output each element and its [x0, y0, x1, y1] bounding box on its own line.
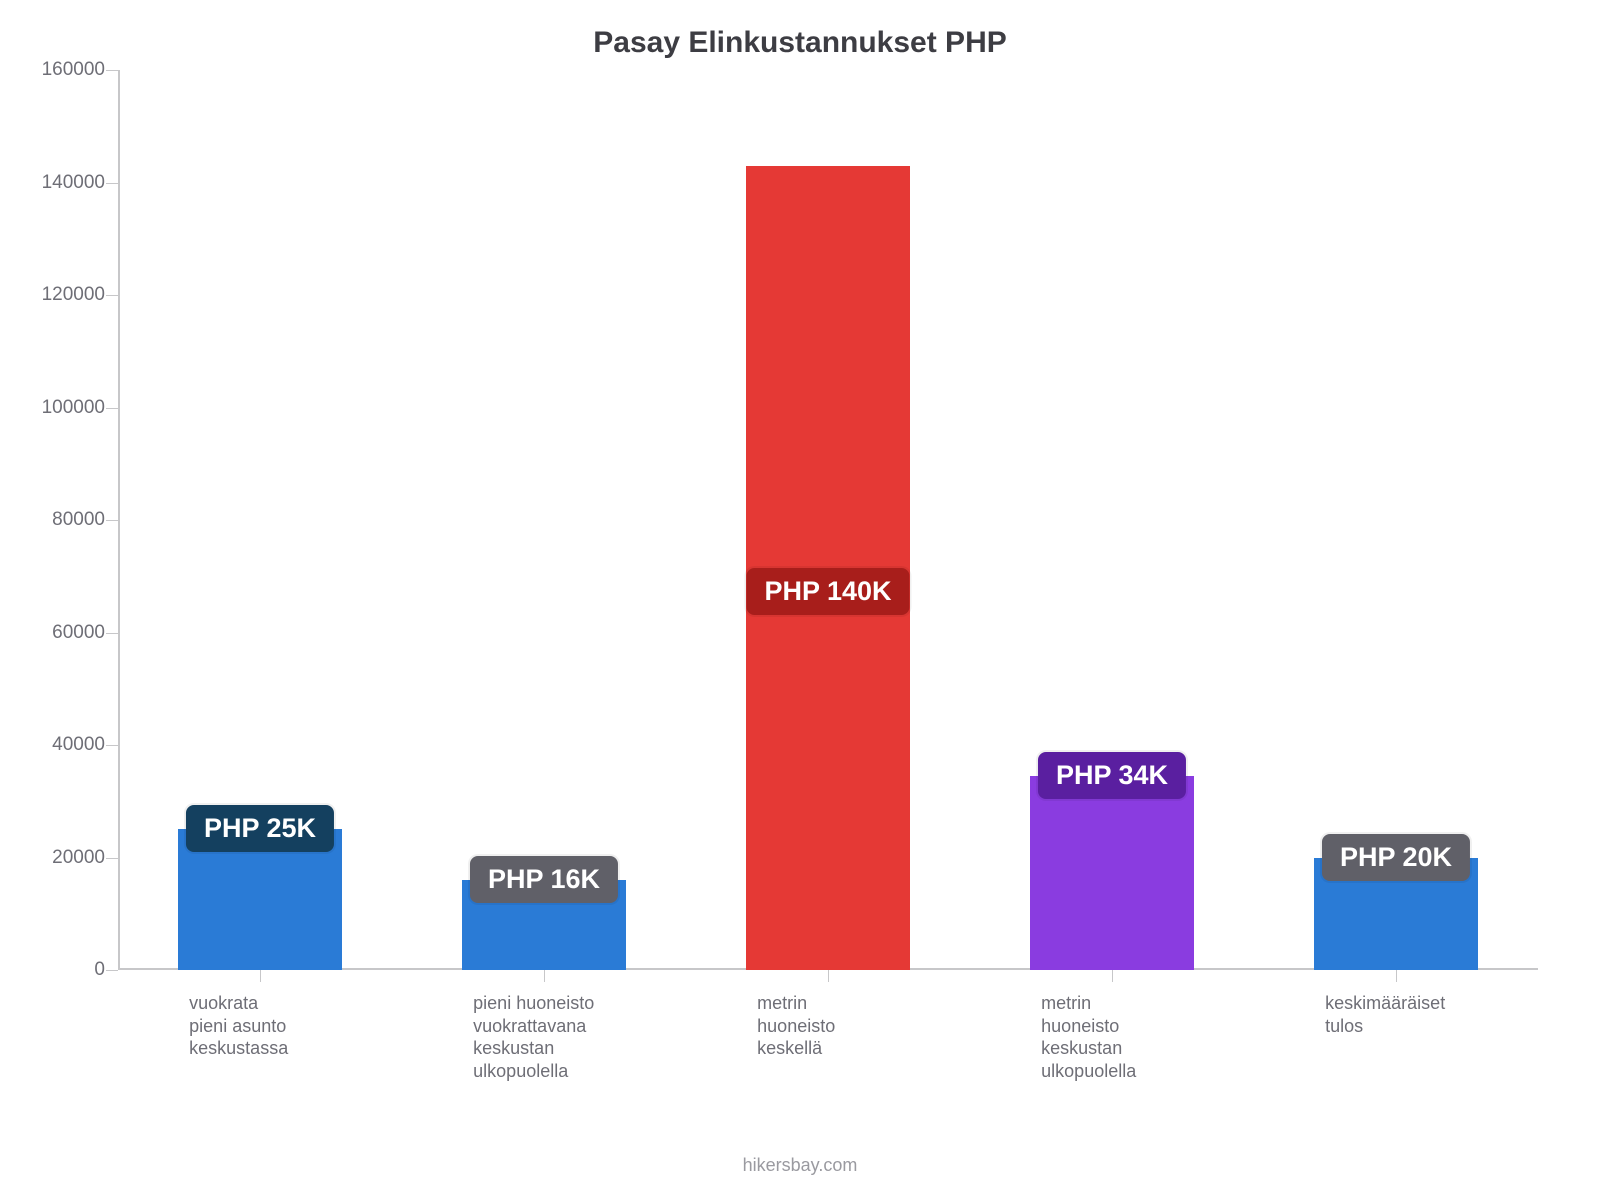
bar-value-badge: PHP 34K — [1038, 752, 1186, 799]
y-tick-label: 120000 — [13, 284, 105, 306]
bar-value-badge: PHP 25K — [186, 805, 334, 852]
attribution-text: hikersbay.com — [0, 1155, 1600, 1176]
bar-value-badge: PHP 16K — [470, 856, 618, 903]
x-axis-label: metrinhuoneistokeskustanulkopuolella — [1041, 992, 1206, 1082]
y-tick-label: 80000 — [13, 509, 105, 531]
bar — [1030, 776, 1195, 970]
x-axis-label: pieni huoneistovuokrattavanakeskustanulk… — [473, 992, 638, 1082]
chart-container: Pasay Elinkustannukset PHP PHP 25K PHP 16… — [0, 0, 1600, 1200]
x-tick — [260, 970, 261, 982]
y-tick-label: 140000 — [13, 172, 105, 194]
bars-layer: PHP 25K PHP 16K PHP 140K PHP 34K PHP 20K — [118, 70, 1538, 970]
y-tick — [106, 408, 118, 409]
y-tick-label: 20000 — [13, 847, 105, 869]
plot-area: PHP 25KPHP 16KPHP 140KPHP 34KPHP 20K 020… — [118, 70, 1538, 970]
y-tick — [106, 520, 118, 521]
y-tick — [106, 970, 118, 971]
x-tick — [828, 970, 829, 982]
bar-value-badge: PHP 20K — [1322, 834, 1470, 881]
bar-value-badge: PHP 140K — [746, 568, 909, 615]
y-tick — [106, 295, 118, 296]
y-tick-label: 0 — [13, 959, 105, 981]
y-tick — [106, 633, 118, 634]
x-tick — [544, 970, 545, 982]
y-tick-label: 60000 — [13, 622, 105, 644]
x-tick — [1396, 970, 1397, 982]
y-tick-label: 40000 — [13, 734, 105, 756]
x-tick — [1112, 970, 1113, 982]
y-tick-label: 100000 — [13, 397, 105, 419]
y-tick — [106, 70, 118, 71]
x-axis-label: metrinhuoneistokeskellä — [757, 992, 922, 1060]
y-tick — [106, 183, 118, 184]
y-tick — [106, 858, 118, 859]
x-axis-label: vuokratapieni asuntokeskustassa — [189, 992, 354, 1060]
chart-title: Pasay Elinkustannukset PHP — [0, 26, 1600, 60]
y-tick-label: 160000 — [13, 59, 105, 81]
y-tick — [106, 745, 118, 746]
x-axis-label: keskimääräisettulos — [1325, 992, 1490, 1037]
